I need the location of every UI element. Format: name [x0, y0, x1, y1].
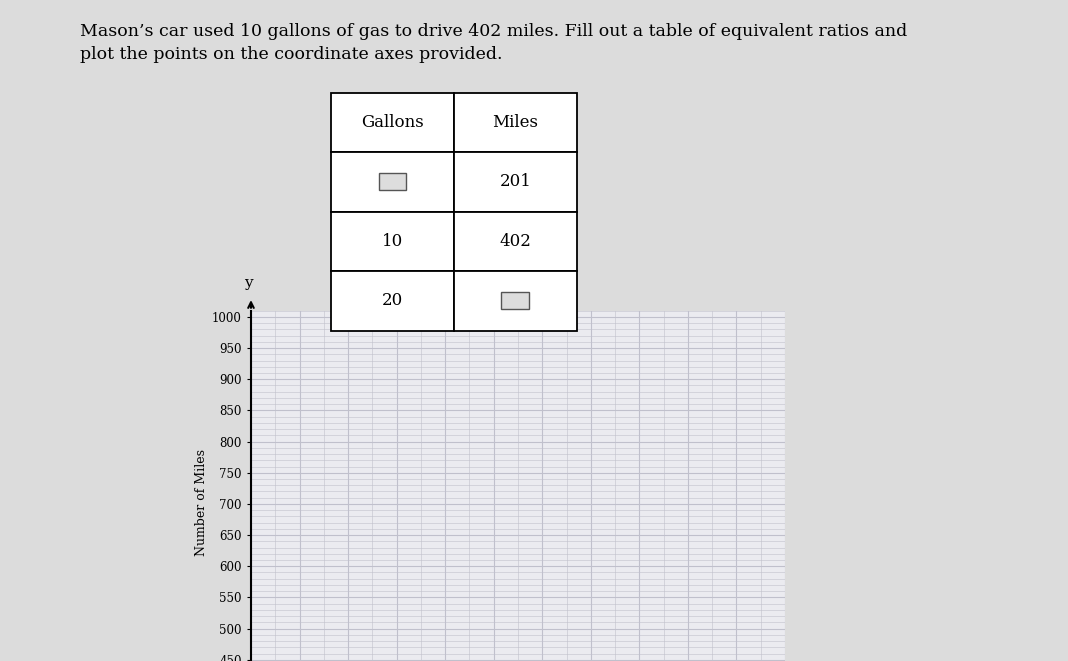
Text: 402: 402 — [500, 233, 531, 250]
Text: y: y — [244, 276, 253, 290]
Text: Miles: Miles — [492, 114, 538, 131]
Text: 201: 201 — [500, 173, 531, 190]
Text: Mason’s car used 10 gallons of gas to drive 402 miles. Fill out a table of equiv: Mason’s car used 10 gallons of gas to dr… — [80, 23, 908, 40]
Y-axis label: Number of Miles: Number of Miles — [195, 449, 208, 556]
Text: 20: 20 — [382, 292, 403, 309]
Text: plot the points on the coordinate axes provided.: plot the points on the coordinate axes p… — [80, 46, 503, 63]
Text: 10: 10 — [382, 233, 403, 250]
Text: Gallons: Gallons — [361, 114, 424, 131]
